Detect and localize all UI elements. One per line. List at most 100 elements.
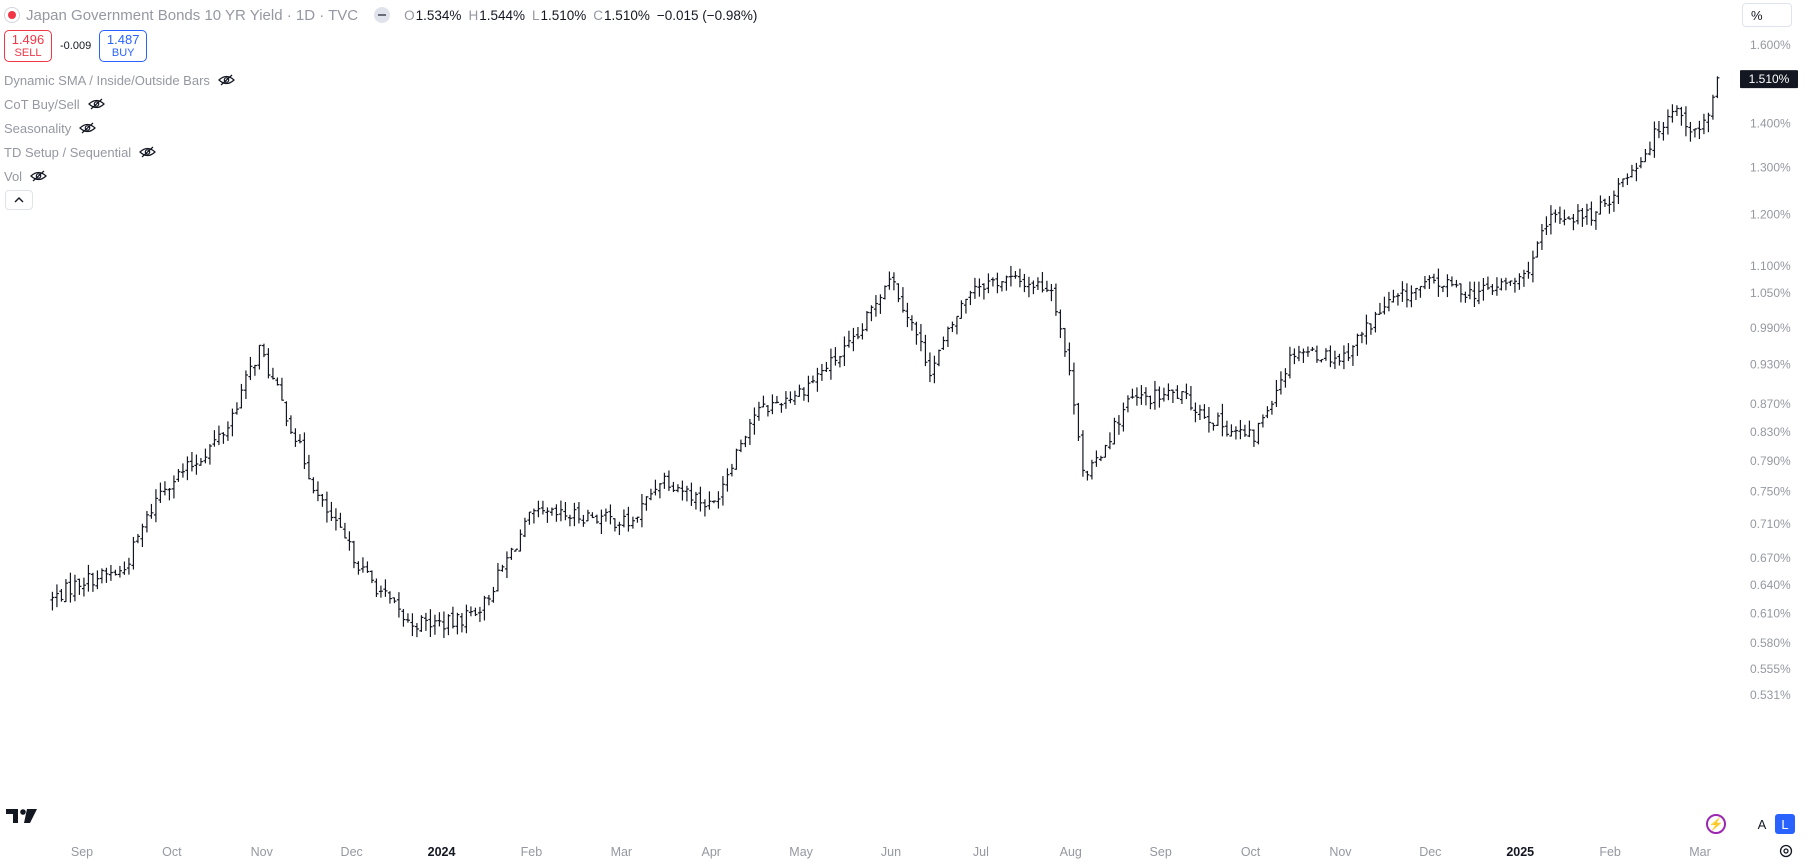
indicator-td-setup[interactable]: TD Setup / Sequential: [4, 143, 157, 161]
ohlc-bar: [995, 272, 1000, 294]
ohlc-bar: [509, 547, 514, 560]
ohlc-bar: [882, 285, 887, 300]
y-tick-label: 1.600%: [1750, 38, 1791, 52]
sell-button[interactable]: 1.496 SELL: [4, 30, 52, 62]
ohlc-bar: [1004, 275, 1009, 291]
ohlc-bar: [1706, 112, 1711, 133]
scale-unit-button[interactable]: %: [1742, 3, 1792, 27]
ohlc-bar: [878, 294, 883, 314]
ohlc-bar: [531, 508, 536, 524]
ohlc-bar: [113, 569, 118, 576]
ohlc-bar: [432, 614, 437, 635]
eye-crossed-icon[interactable]: [139, 146, 157, 158]
indicator-seasonality[interactable]: Seasonality: [4, 119, 97, 137]
collapse-legend-button[interactable]: [5, 190, 33, 210]
ohlc-bar: [950, 321, 955, 333]
y-tick-label: 0.990%: [1750, 321, 1791, 335]
ohlc-bar: [1256, 422, 1261, 445]
eye-crossed-icon[interactable]: [218, 74, 235, 86]
y-tick-label: 0.790%: [1750, 454, 1791, 468]
indicator-vol[interactable]: Vol: [4, 167, 47, 185]
ohlc-bar: [1575, 204, 1580, 225]
ohlc-bar: [473, 607, 478, 617]
settings-icon[interactable]: [1778, 843, 1794, 859]
ohlc-bar: [302, 432, 307, 470]
ohlc-bar: [981, 283, 986, 300]
log-scale-button[interactable]: L: [1775, 814, 1795, 834]
ohlc-bar: [135, 533, 140, 544]
eye-crossed-icon[interactable]: [30, 170, 47, 182]
indicator-cot[interactable]: CoT Buy/Sell: [4, 95, 105, 113]
ohlc-bar: [1548, 205, 1553, 235]
ohlc-bar: [1526, 261, 1531, 279]
ohlc-bar: [761, 395, 766, 408]
ohlc-bar: [1647, 141, 1652, 156]
ohlc-bar: [797, 384, 802, 397]
ohlc-bar: [126, 557, 131, 575]
eye-crossed-icon[interactable]: [79, 122, 97, 134]
ohlc-bar: [738, 439, 743, 453]
eye-crossed-icon[interactable]: [87, 98, 105, 110]
ohlc-bar: [1463, 291, 1468, 303]
hide-legend-icon[interactable]: [374, 7, 391, 23]
ohlc-bar: [1274, 379, 1279, 407]
ohlc-bar: [1530, 250, 1535, 283]
ohlc-bar: [288, 415, 293, 434]
ohlc-bar: [711, 500, 716, 504]
ohlc-bar: [716, 491, 721, 509]
ohlc-bar: [626, 506, 631, 532]
ohlc-bar: [752, 407, 757, 435]
ohlc-bar: [617, 521, 622, 536]
ohlc-bar: [783, 391, 788, 409]
price-axis: 1.600% 1.400% 1.300% 1.200% 1.100% 1.050% 0.99…: [1750, 38, 1791, 702]
y-tick-label: 1.300%: [1750, 160, 1791, 174]
ohlc-bar: [1386, 291, 1391, 312]
ohlc-high-key: H: [468, 7, 479, 23]
ohlc-bar: [513, 548, 518, 552]
x-tick-label: Mar: [611, 845, 633, 859]
x-tick-label: Mar: [1689, 845, 1711, 859]
market-status-icon[interactable]: [4, 7, 20, 23]
ohlc-bar: [788, 391, 793, 404]
ohlc-bar: [198, 457, 203, 466]
ohlc-bar: [176, 469, 181, 482]
x-tick-label: Oct: [1241, 845, 1261, 859]
ohlc-bar: [927, 352, 932, 383]
ohlc-bar: [284, 401, 289, 427]
indicator-label: Vol: [4, 168, 23, 184]
auto-scale-button[interactable]: A: [1757, 816, 1767, 832]
ohlc-bar: [792, 390, 797, 405]
ohlc-bar: [1436, 268, 1441, 297]
lightning-icon[interactable]: ⚡: [1706, 814, 1726, 834]
indicator-dynamic-sma[interactable]: Dynamic SMA / Inside/Outside Bars: [4, 71, 235, 89]
ohlc-bar: [635, 516, 640, 523]
ohlc-bar: [1112, 417, 1117, 445]
symbol-title[interactable]: Japan Government Bonds 10 YR Yield · 1D …: [26, 6, 359, 24]
ohlc-bar: [743, 435, 748, 448]
ohlc-bar: [1499, 278, 1504, 291]
buy-button[interactable]: 1.487 BUY: [99, 30, 148, 62]
ohlc-bar: [536, 500, 541, 518]
ohlc-bar: [266, 348, 271, 379]
tradingview-logo[interactable]: [6, 807, 38, 825]
ohlc-bar: [306, 454, 311, 480]
symbol-header: Japan Government Bonds 10 YR Yield · 1D …: [4, 4, 757, 26]
ohlc-bar: [464, 604, 469, 634]
ohlc-bar: [1377, 302, 1382, 315]
ohlc-bar: [1656, 121, 1661, 139]
ohlc-bar: [329, 501, 334, 521]
ohlc-bar: [612, 518, 617, 532]
x-tick-label: 2024: [428, 845, 456, 859]
ohlc-bar: [1332, 350, 1337, 369]
x-tick-label: Aug: [1060, 845, 1082, 859]
ohlc-bar: [351, 540, 356, 569]
ohlc-bar: [1472, 281, 1477, 307]
ohlc-bar: [1584, 203, 1589, 225]
ohlc-bar: [1031, 280, 1036, 295]
ohlc-bar: [1611, 190, 1616, 212]
y-tick-label: 0.580%: [1750, 636, 1791, 650]
ohlc-bar: [257, 344, 262, 370]
x-tick-label: Jul: [973, 845, 989, 859]
y-tick-label: 0.670%: [1750, 551, 1791, 565]
